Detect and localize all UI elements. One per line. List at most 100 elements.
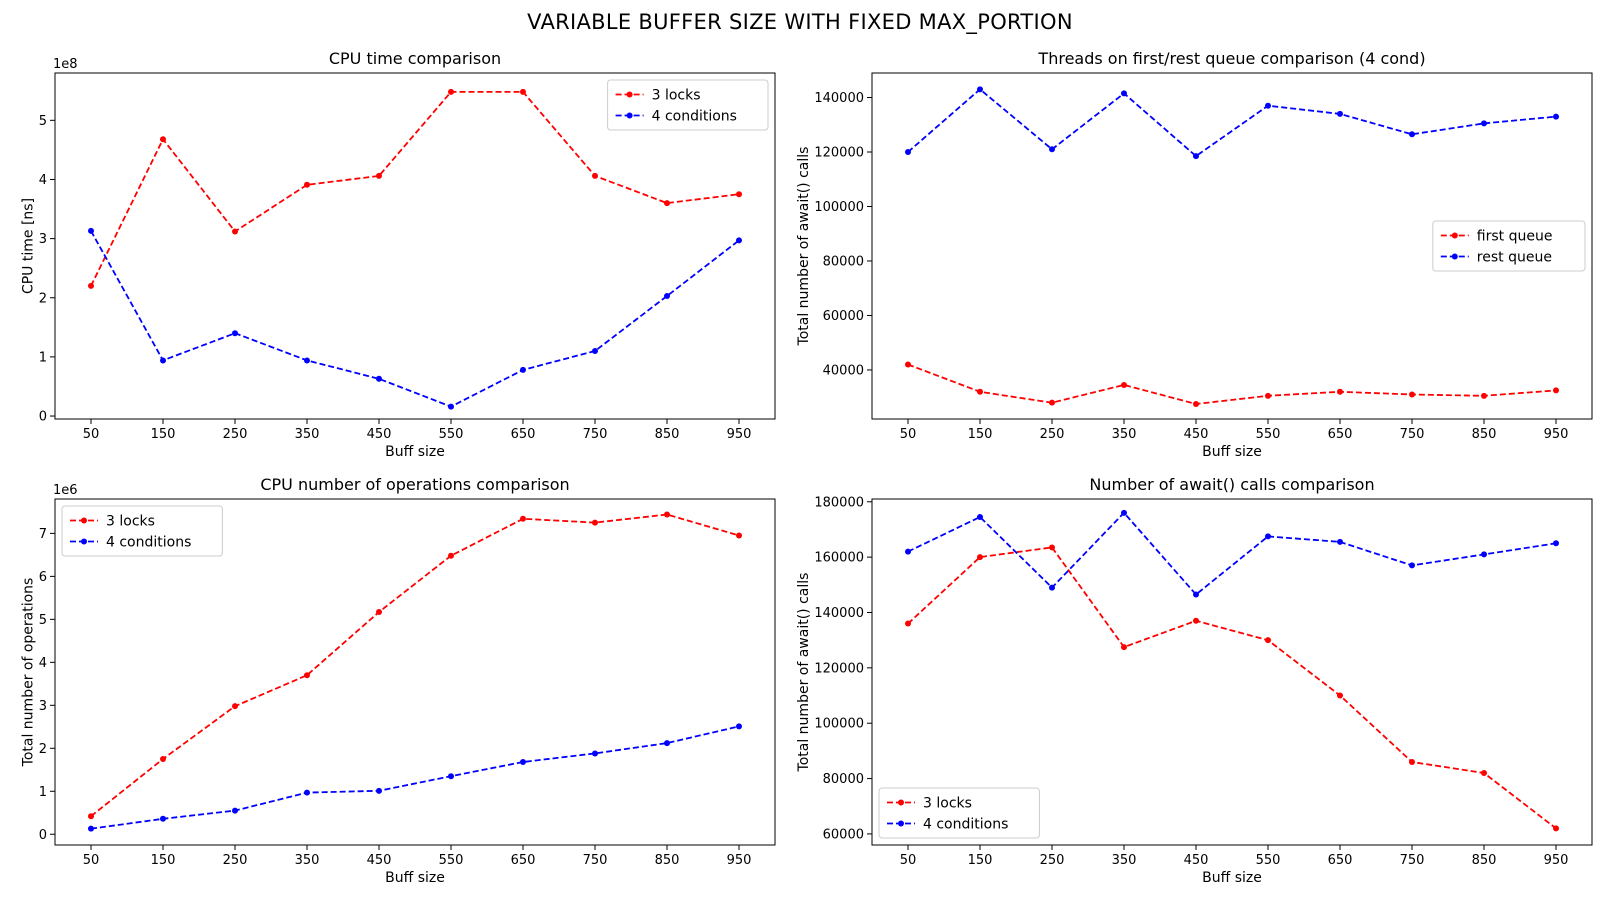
data-point	[1409, 391, 1415, 398]
legend-box	[878, 787, 1040, 839]
series-line-1	[90, 91, 740, 287]
data-point	[1553, 540, 1559, 547]
data-point	[160, 756, 166, 763]
data-point	[977, 554, 983, 561]
data-point	[905, 149, 911, 156]
data-point	[520, 759, 526, 766]
data-point	[1337, 538, 1343, 545]
x-tick-label: 150	[968, 853, 993, 868]
series-line-2	[90, 230, 740, 408]
data-point	[1049, 584, 1055, 591]
x-tick-label: 50	[900, 427, 917, 442]
data-point	[448, 403, 454, 410]
plot-frame	[54, 72, 776, 420]
y-tick-label: 1	[39, 350, 47, 365]
data-point	[1121, 509, 1127, 516]
data-point	[977, 513, 983, 520]
y-tick-label: 4	[39, 173, 47, 188]
chart-title: Threads on first/rest queue comparison (…	[1037, 49, 1425, 68]
data-point	[592, 750, 598, 757]
x-tick-label: 650	[511, 853, 536, 868]
data-point	[1553, 825, 1559, 832]
data-point	[448, 773, 454, 780]
legend-label: first queue	[1477, 229, 1553, 245]
data-point	[1337, 692, 1343, 699]
x-tick-label: 350	[1112, 853, 1137, 868]
data-point	[905, 620, 911, 627]
x-axis-label: Buff size	[1202, 444, 1262, 460]
x-tick-label: 450	[1184, 853, 1209, 868]
x-tick-label: 350	[295, 427, 320, 442]
x-tick-label: 750	[1400, 853, 1425, 868]
legend-swatch-marker	[898, 799, 904, 806]
series-line-1	[907, 363, 1557, 405]
data-point	[376, 787, 382, 794]
x-tick-label: 150	[968, 427, 993, 442]
data-point	[592, 172, 598, 179]
data-point	[736, 191, 742, 198]
legend-swatch-marker	[81, 538, 87, 545]
legend-box	[1432, 220, 1586, 272]
legend-label: rest queue	[1477, 250, 1552, 266]
data-point	[1121, 381, 1127, 388]
data-point	[664, 511, 670, 518]
y-tick-label: 2	[39, 742, 47, 757]
data-point	[905, 548, 911, 555]
data-point	[232, 703, 238, 710]
legend-swatch-marker	[81, 517, 87, 524]
x-tick-label: 650	[1328, 427, 1353, 442]
data-point	[1049, 399, 1055, 406]
x-tick-label: 850	[655, 427, 680, 442]
x-tick-label: 250	[1040, 853, 1065, 868]
plot-frame	[54, 498, 776, 846]
x-tick-label: 350	[1112, 427, 1137, 442]
data-point	[232, 330, 238, 337]
legend-label: 4 conditions	[923, 817, 1008, 833]
data-point	[1553, 113, 1559, 120]
data-point	[160, 357, 166, 364]
data-point	[448, 88, 454, 95]
x-tick-label: 650	[511, 427, 536, 442]
x-tick-label: 550	[439, 853, 464, 868]
x-tick-label: 750	[583, 427, 608, 442]
y-tick-label: 100000	[814, 200, 864, 215]
y-tick-label: 0	[39, 410, 47, 425]
x-tick-label: 950	[727, 427, 752, 442]
legend-label: 3 locks	[652, 88, 701, 104]
data-point	[520, 88, 526, 95]
plot-frame	[871, 72, 1593, 420]
series-line-1	[90, 513, 740, 817]
data-point	[88, 813, 94, 820]
x-tick-label: 250	[223, 853, 248, 868]
legend-swatch-marker	[626, 91, 633, 98]
legend-label: 4 conditions	[106, 535, 191, 551]
legend-label: 3 locks	[923, 796, 972, 812]
x-tick-label: 950	[1544, 427, 1569, 442]
x-tick-label: 350	[295, 853, 320, 868]
chart-panel-4: Number of await() calls comparison 50 150 2…	[796, 475, 1593, 886]
y-offset-label: 1e6	[53, 483, 78, 498]
data-point	[1265, 637, 1271, 644]
data-point	[1121, 90, 1127, 97]
figure-title: VARIABLE BUFFER SIZE WITH FIXED MAX_PORT…	[527, 10, 1073, 34]
y-offset-label: 1e8	[53, 57, 78, 72]
y-tick-label: 4	[39, 656, 47, 671]
data-point	[88, 282, 94, 289]
data-point	[1481, 392, 1487, 399]
data-point	[1193, 153, 1199, 160]
chart-title: Number of await() calls comparison	[1089, 475, 1374, 494]
data-point	[1337, 110, 1343, 117]
legend: first queue rest queue	[1432, 220, 1586, 272]
chart-title: CPU time comparison	[329, 49, 501, 68]
data-point	[592, 347, 598, 354]
x-tick-label: 450	[367, 427, 392, 442]
data-point	[1409, 562, 1415, 569]
data-point	[664, 200, 670, 207]
data-point	[905, 361, 911, 368]
data-point	[1265, 392, 1271, 399]
data-point	[1409, 758, 1415, 765]
data-point	[664, 292, 670, 299]
data-point	[1121, 644, 1127, 651]
x-tick-label: 750	[583, 853, 608, 868]
legend-swatch-marker	[1451, 232, 1458, 239]
